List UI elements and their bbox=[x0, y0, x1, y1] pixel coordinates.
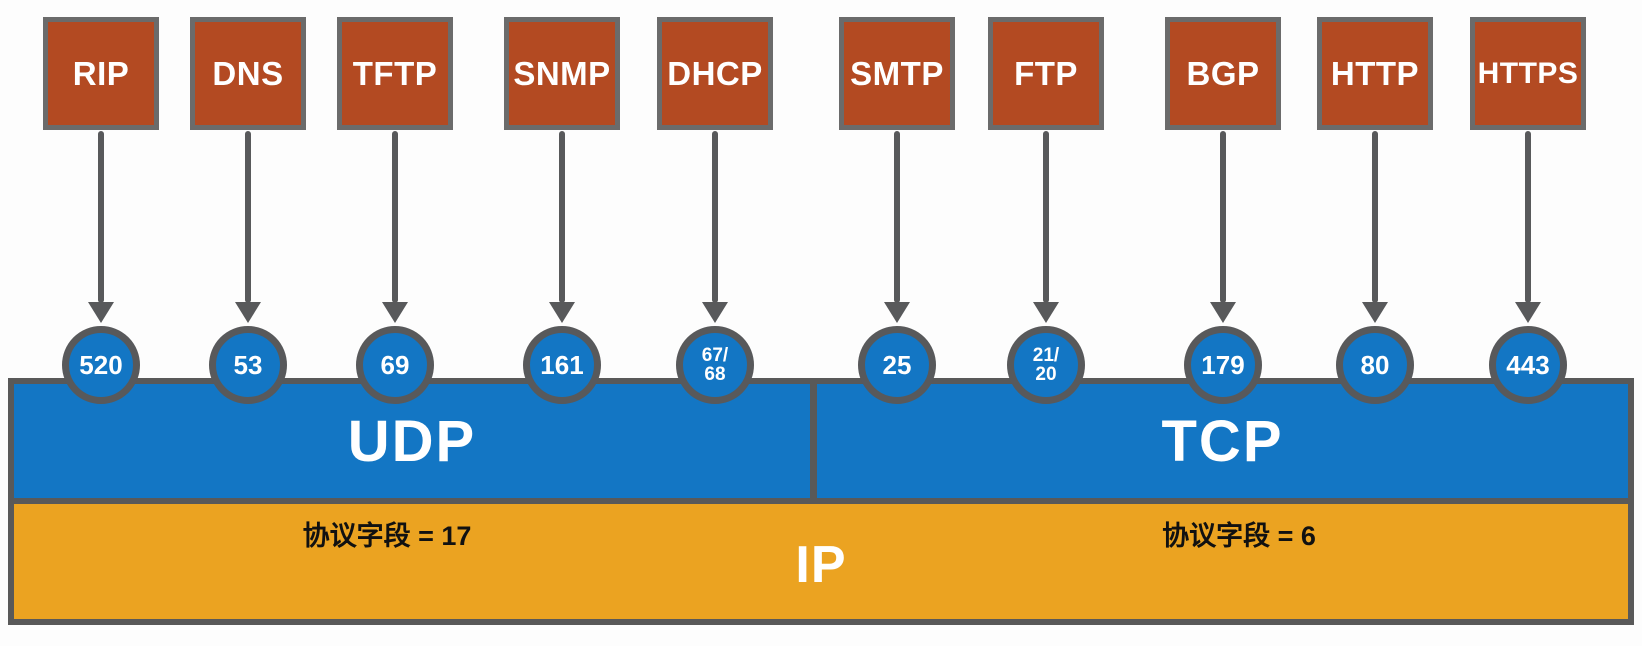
arrow-down-icon bbox=[88, 302, 114, 323]
udp-label: UDP bbox=[347, 408, 477, 474]
tcp-label: TCP bbox=[1161, 408, 1284, 474]
ip-layer-band: IP 协议字段 = 17 协议字段 = 6 bbox=[8, 498, 1634, 625]
arrow-down-icon bbox=[549, 302, 575, 323]
port-number: 179 bbox=[1201, 350, 1245, 380]
tcp-protocol-field-label: 协议字段 = 6 bbox=[1162, 521, 1316, 551]
protocol-box-tftp: TFTP bbox=[337, 17, 453, 130]
arrow-down-icon bbox=[1515, 302, 1541, 323]
arrow-stem bbox=[1372, 131, 1378, 303]
protocol-box-ftp: FTP bbox=[988, 17, 1104, 130]
protocol-label: SMTP bbox=[850, 54, 944, 92]
arrow-stem bbox=[1220, 131, 1226, 303]
port-number: 520 bbox=[79, 350, 123, 380]
protocol-label: SNMP bbox=[513, 54, 611, 92]
arrow-down-icon bbox=[382, 302, 408, 323]
protocol-label: FTP bbox=[1014, 54, 1078, 92]
protocol-box-https: HTTPS bbox=[1470, 17, 1586, 130]
arrow-stem bbox=[559, 131, 565, 303]
transport-layer-band: UDP TCP bbox=[8, 378, 1634, 504]
protocol-label: DNS bbox=[212, 54, 284, 92]
protocol-label: TFTP bbox=[352, 54, 438, 92]
port-number: 69 bbox=[380, 350, 410, 380]
protocol-label: BGP bbox=[1186, 54, 1260, 92]
arrow-stem bbox=[1043, 131, 1049, 303]
port-number: 80 bbox=[1360, 350, 1390, 380]
udp-protocol-field-label: 协议字段 = 17 bbox=[302, 521, 472, 551]
arrow-stem bbox=[392, 131, 398, 303]
protocol-box-smtp: SMTP bbox=[839, 17, 955, 130]
protocol-label: DHCP bbox=[667, 54, 763, 92]
port-number: 25 bbox=[882, 350, 912, 380]
protocol-label: HTTPS bbox=[1477, 56, 1579, 90]
arrow-stem bbox=[712, 131, 718, 303]
arrow-down-icon bbox=[702, 302, 728, 323]
ip-label: IP bbox=[795, 535, 847, 594]
arrow-down-icon bbox=[1210, 302, 1236, 323]
arrow-stem bbox=[245, 131, 251, 303]
protocol-box-snmp: SNMP bbox=[504, 17, 620, 130]
arrow-down-icon bbox=[1033, 302, 1059, 323]
arrow-stem bbox=[1525, 131, 1531, 303]
port-number: 161 bbox=[540, 350, 584, 380]
protocol-box-dhcp: DHCP bbox=[657, 17, 773, 130]
protocol-box-dns: DNS bbox=[190, 17, 306, 130]
arrow-down-icon bbox=[235, 302, 261, 323]
arrow-down-icon bbox=[884, 302, 910, 323]
protocol-box-rip: RIP bbox=[43, 17, 159, 130]
udp-section: UDP bbox=[14, 384, 810, 498]
arrow-stem bbox=[894, 131, 900, 303]
arrow-down-icon bbox=[1362, 302, 1388, 323]
protocol-label: HTTP bbox=[1330, 54, 1420, 92]
protocol-box-bgp: BGP bbox=[1165, 17, 1281, 130]
arrow-stem bbox=[98, 131, 104, 303]
port-number: 443 bbox=[1506, 350, 1550, 380]
port-number: 53 bbox=[233, 350, 263, 380]
protocol-label: RIP bbox=[72, 54, 130, 92]
tcp-section: TCP bbox=[810, 384, 1628, 498]
protocol-box-http: HTTP bbox=[1317, 17, 1433, 130]
